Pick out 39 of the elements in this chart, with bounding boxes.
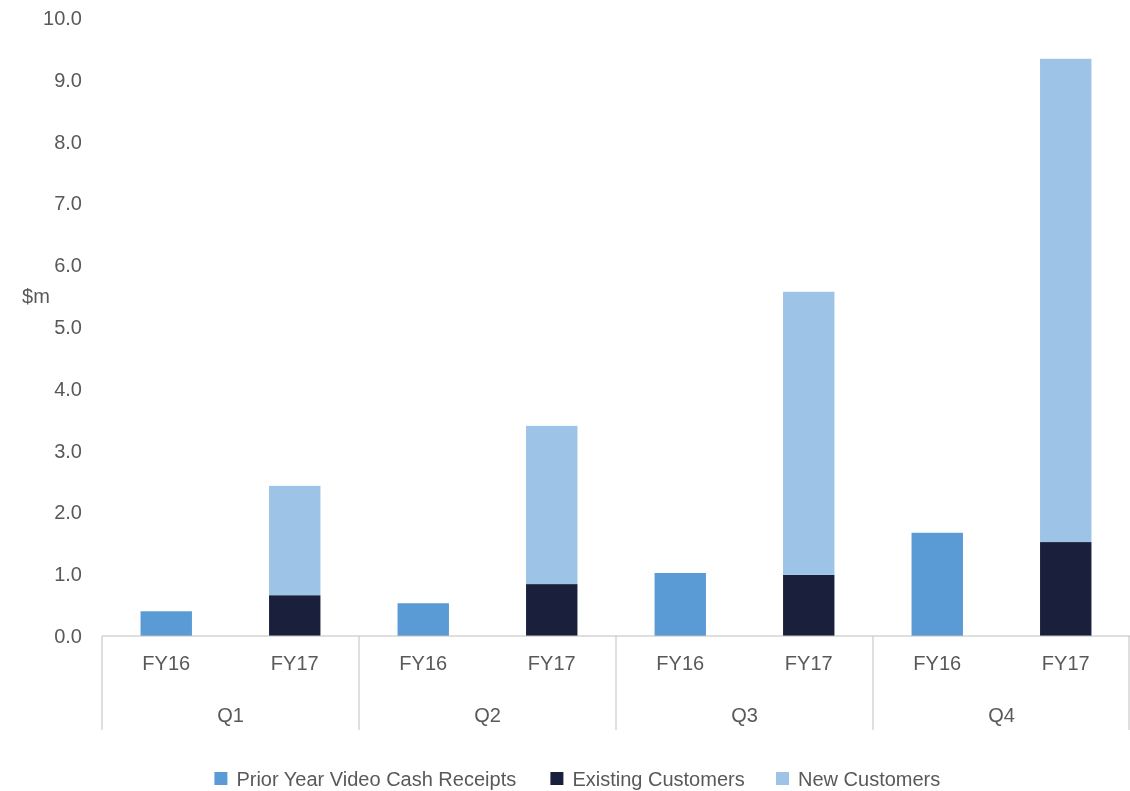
y-tick-label: 8.0 <box>54 130 82 153</box>
y-tick-label: 2.0 <box>54 501 82 524</box>
text: Q2 <box>474 704 501 726</box>
y-axis-title: $m <box>22 285 50 308</box>
x-tick-label: FY16 <box>913 652 962 674</box>
bar <box>526 584 578 636</box>
y-tick-label: 6.0 <box>54 254 82 277</box>
bar <box>269 485 321 596</box>
y-tick-label: 3.0 <box>54 439 82 462</box>
bar <box>654 572 706 636</box>
y-tick-label: 9.0 <box>54 68 82 91</box>
legend-label: Existing Customers <box>572 768 745 790</box>
y-tick-label: 1.0 <box>54 563 82 586</box>
y-tick-label: 7.0 <box>54 192 82 215</box>
x-tick-label: FY16 <box>142 652 191 674</box>
bar <box>269 595 321 636</box>
legend-label: New Customers <box>798 768 941 790</box>
bar <box>140 611 192 636</box>
x-tick-label: FY17 <box>527 652 576 674</box>
text: Q3 <box>731 704 758 726</box>
legend-label: Prior Year Video Cash Receipts <box>236 768 517 790</box>
y-tick-label: 10.0 <box>43 7 82 29</box>
bar <box>397 603 449 636</box>
x-tick-label: FY16 <box>399 652 448 674</box>
x-tick-label: FY17 <box>1041 652 1090 674</box>
bar <box>911 532 963 636</box>
y-tick-label: 5.0 <box>54 316 82 338</box>
text: Q4 <box>988 704 1015 726</box>
bar <box>526 425 578 585</box>
x-tick-label: FY17 <box>270 652 319 674</box>
x-tick-label: FY17 <box>784 652 833 674</box>
text: Q1 <box>217 704 244 726</box>
bar <box>783 574 835 636</box>
y-tick-label: 4.0 <box>54 377 82 400</box>
y-tick-label: 0.0 <box>54 625 82 647</box>
bar <box>783 291 835 575</box>
bar <box>1040 58 1092 543</box>
x-tick-label: FY16 <box>656 652 705 674</box>
bar <box>1040 542 1092 636</box>
